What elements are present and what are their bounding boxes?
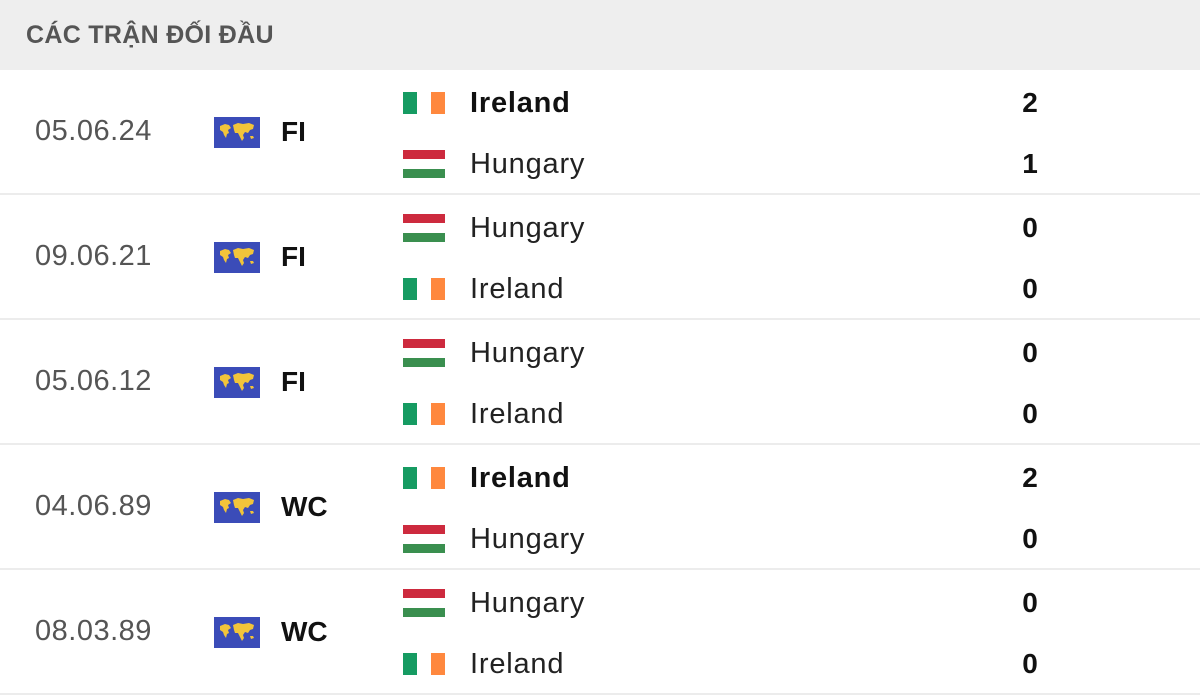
section-header: CÁC TRẬN ĐỐI ĐẦU bbox=[0, 0, 1200, 70]
team-away: Hungary bbox=[403, 144, 585, 184]
team-away: Ireland bbox=[403, 269, 564, 309]
team-away: Ireland bbox=[403, 394, 564, 434]
world-map-icon bbox=[214, 242, 260, 273]
hungary-flag-icon bbox=[403, 525, 445, 553]
world-map-icon bbox=[214, 117, 260, 148]
competition-label: FI bbox=[281, 365, 306, 397]
ireland-flag-icon bbox=[403, 278, 445, 300]
team-home: Ireland bbox=[403, 458, 571, 498]
ireland-flag-icon bbox=[403, 92, 445, 114]
match-row[interactable]: 08.03.89 WC Hungary Ireland 0 0 bbox=[0, 570, 1200, 695]
away-score: 1 bbox=[1022, 148, 1038, 179]
team-home: Ireland bbox=[403, 83, 571, 123]
home-score: 0 bbox=[1022, 587, 1038, 618]
team-home: Hungary bbox=[403, 208, 585, 248]
home-score: 0 bbox=[1022, 337, 1038, 368]
team-home: Hungary bbox=[403, 333, 585, 373]
ireland-flag-icon bbox=[403, 403, 445, 425]
team-name: Hungary bbox=[470, 211, 586, 244]
match-date: 04.06.89 bbox=[35, 490, 152, 522]
match-row[interactable]: 05.06.12 FI Hungary Ireland 0 0 bbox=[0, 320, 1200, 445]
team-name: Ireland bbox=[470, 397, 565, 430]
competition-label: FI bbox=[281, 115, 306, 147]
match-date: 09.06.21 bbox=[35, 240, 152, 272]
match-date: 05.06.12 bbox=[35, 365, 152, 397]
competition-label: WC bbox=[281, 490, 328, 522]
away-score: 0 bbox=[1022, 648, 1038, 679]
match-row[interactable]: 04.06.89 WC Ireland Hungary 2 0 bbox=[0, 445, 1200, 570]
team-home: Hungary bbox=[403, 583, 585, 623]
match-row[interactable]: 05.06.24 FI Ireland Hungary 2 1 bbox=[0, 70, 1200, 195]
home-score: 0 bbox=[1022, 212, 1038, 243]
hungary-flag-icon bbox=[403, 214, 445, 242]
competition-label: FI bbox=[281, 240, 306, 272]
ireland-flag-icon bbox=[403, 653, 445, 675]
match-date: 05.06.24 bbox=[35, 115, 152, 147]
home-score: 2 bbox=[1022, 462, 1038, 493]
match-row[interactable]: 09.06.21 FI Hungary Ireland 0 0 bbox=[0, 195, 1200, 320]
away-score: 0 bbox=[1022, 398, 1038, 429]
team-name: Ireland bbox=[470, 272, 565, 305]
team-name: Hungary bbox=[470, 336, 586, 369]
world-map-icon bbox=[214, 617, 260, 648]
competition-label: WC bbox=[281, 615, 328, 647]
match-list: 05.06.24 FI Ireland Hungary 2 1 09.06.21 … bbox=[0, 70, 1200, 695]
hungary-flag-icon bbox=[403, 150, 445, 178]
team-name: Ireland bbox=[470, 86, 571, 119]
hungary-flag-icon bbox=[403, 589, 445, 617]
world-map-icon bbox=[214, 367, 260, 398]
team-away: Hungary bbox=[403, 519, 585, 559]
world-map-icon bbox=[214, 492, 260, 523]
team-away: Ireland bbox=[403, 644, 564, 684]
section-title: CÁC TRẬN ĐỐI ĐẦU bbox=[26, 20, 274, 49]
ireland-flag-icon bbox=[403, 467, 445, 489]
away-score: 0 bbox=[1022, 273, 1038, 304]
away-score: 0 bbox=[1022, 523, 1038, 554]
match-date: 08.03.89 bbox=[35, 615, 152, 647]
team-name: Hungary bbox=[470, 147, 586, 180]
team-name: Hungary bbox=[470, 522, 586, 555]
team-name: Ireland bbox=[470, 647, 565, 680]
team-name: Hungary bbox=[470, 586, 586, 619]
hungary-flag-icon bbox=[403, 339, 445, 367]
team-name: Ireland bbox=[470, 461, 571, 494]
home-score: 2 bbox=[1022, 87, 1038, 118]
